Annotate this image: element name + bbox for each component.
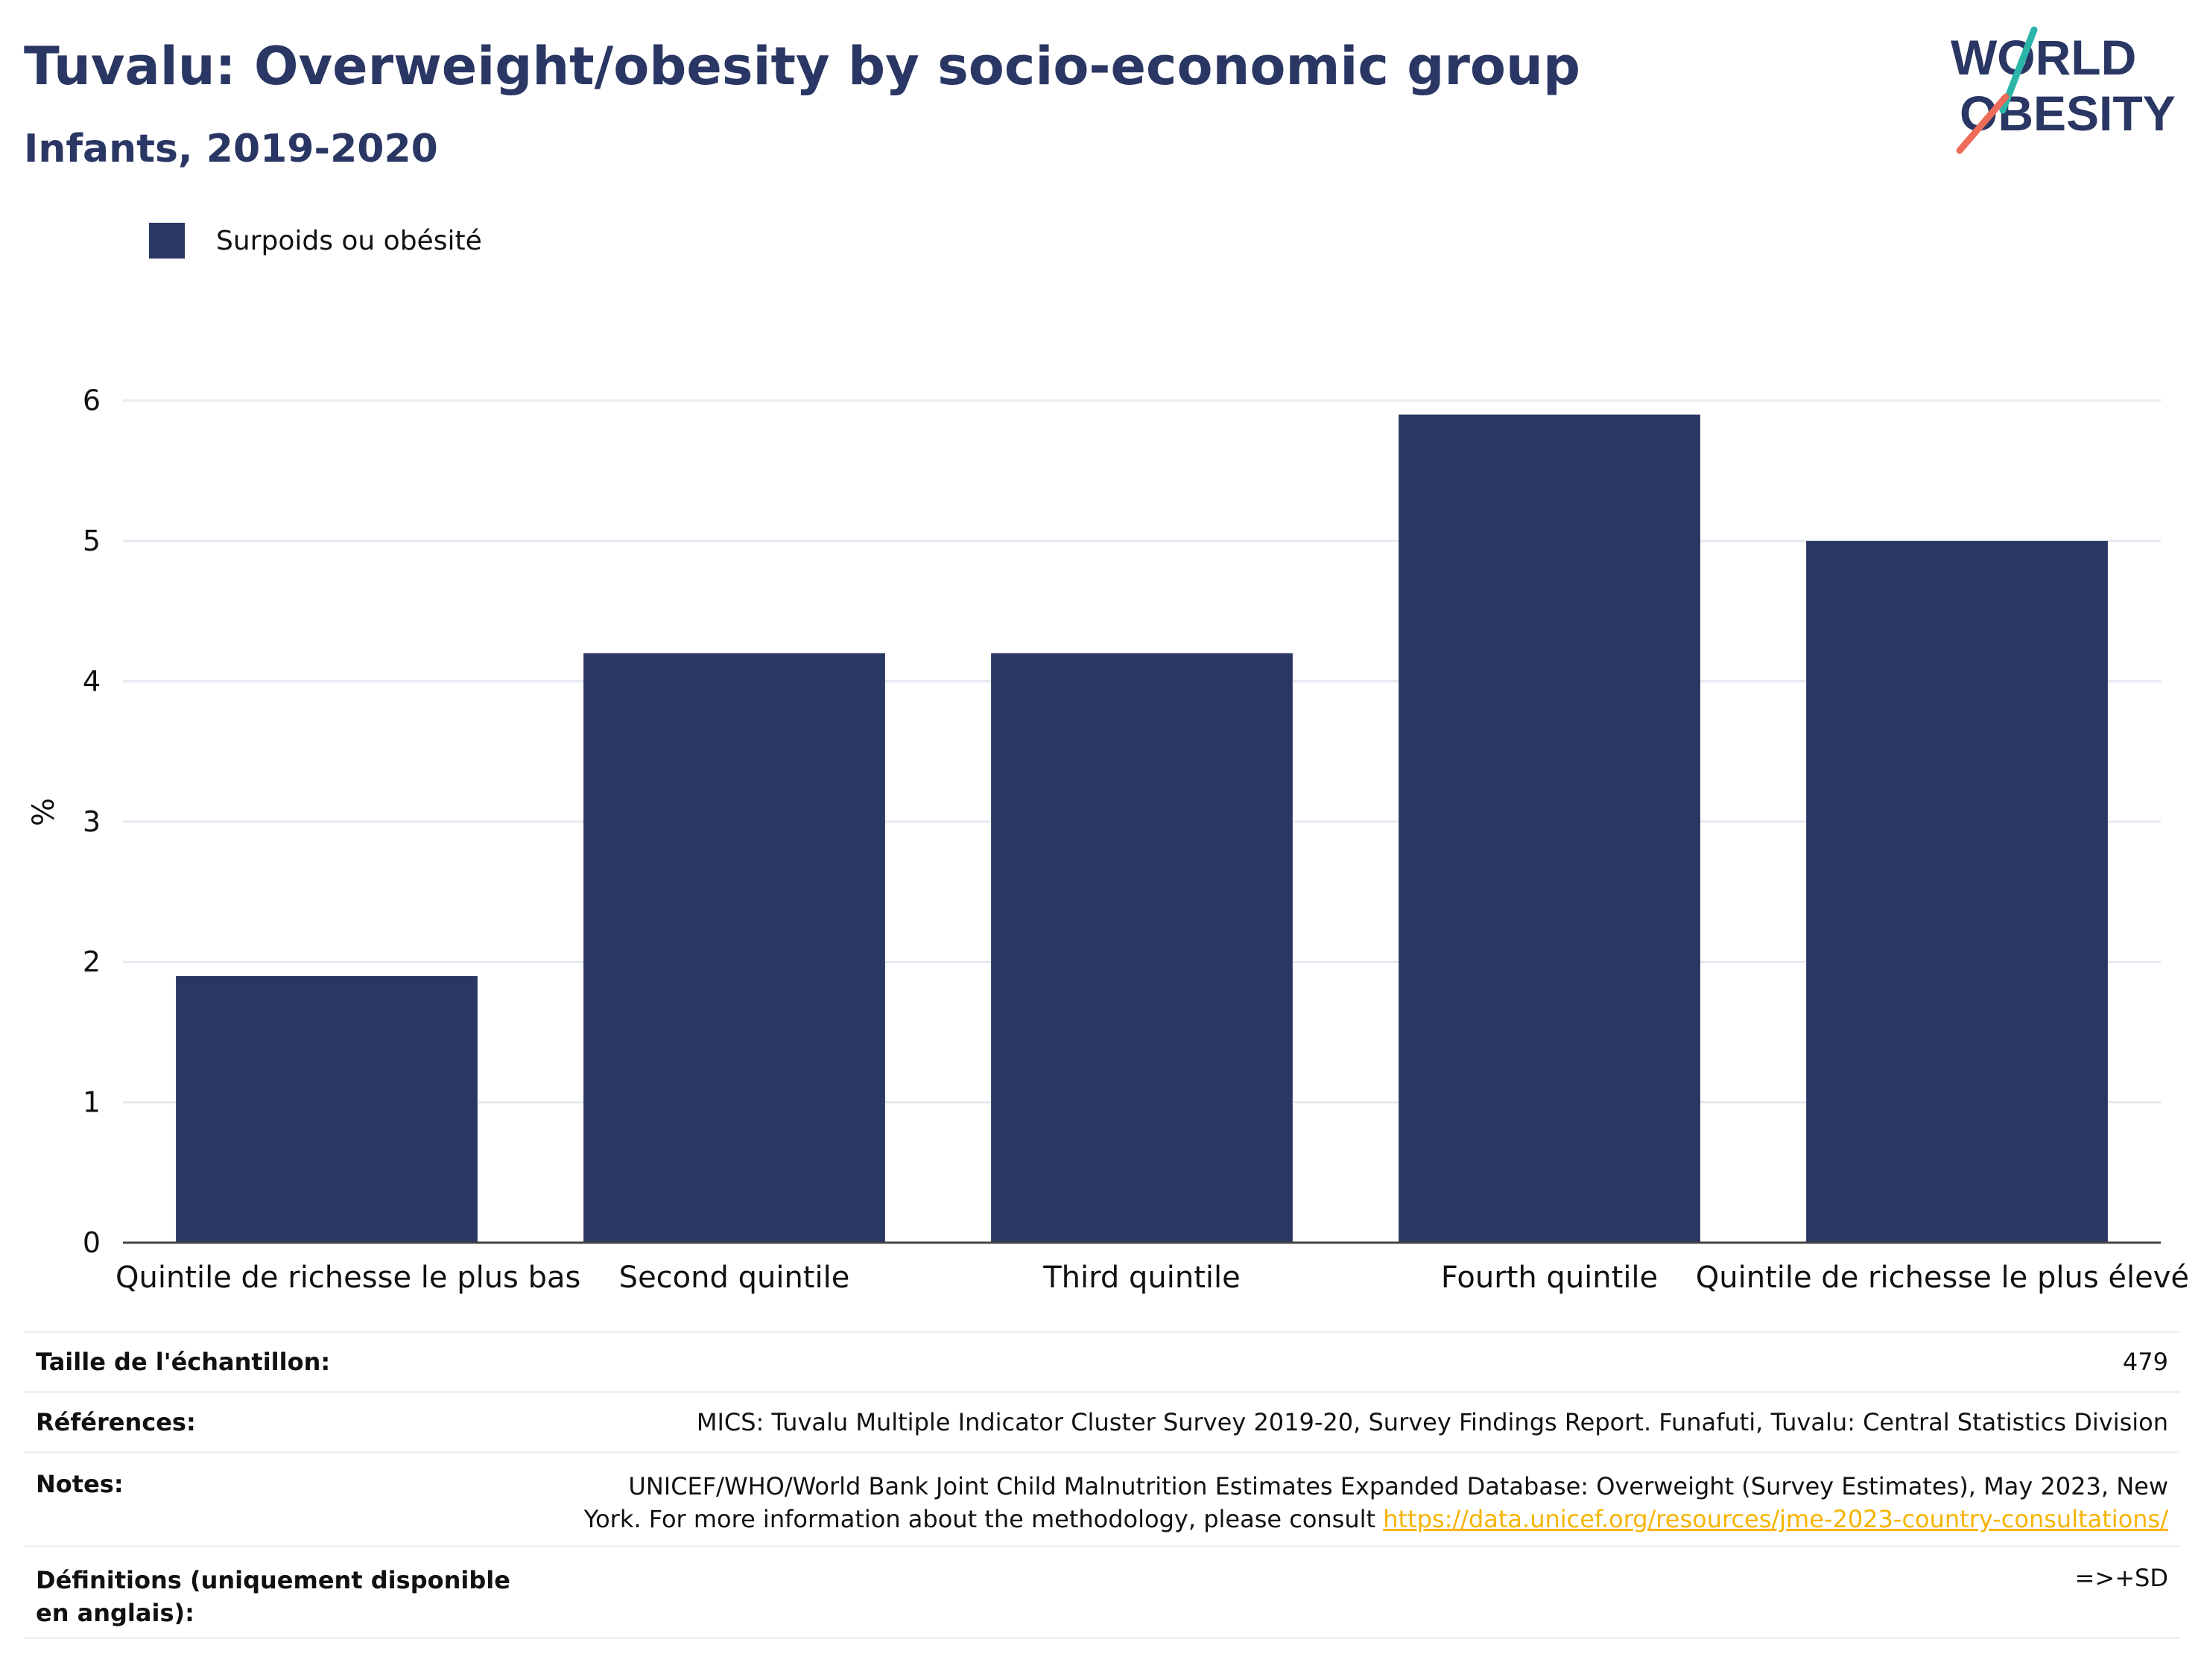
references-row: Références: MICS: Tuvalu Multiple Indica…	[24, 1391, 2180, 1451]
bar[interactable]	[176, 976, 478, 1243]
legend-swatch	[149, 223, 185, 259]
y-tick-label: 6	[83, 384, 101, 417]
info-table: Taille de l'échantillon: 479 Références:…	[24, 1331, 2180, 1639]
logo-line1: WORLD	[1951, 30, 2136, 85]
sample-size-row: Taille de l'échantillon: 479	[24, 1331, 2180, 1391]
notes-row: Notes: UNICEF/WHO/World Bank Joint Child…	[24, 1451, 2180, 1545]
bar[interactable]	[583, 653, 885, 1243]
y-tick-label: 0	[83, 1226, 101, 1259]
legend-label[interactable]: Surpoids ou obésité	[216, 225, 482, 256]
notes-line-1: UNICEF/WHO/World Bank Joint Child Malnut…	[628, 1472, 2168, 1500]
sample-size-value: 479	[2122, 1348, 2168, 1376]
page-title: Tuvalu: Overweight/obesity by socio-econ…	[24, 36, 1580, 97]
y-tick-label: 4	[83, 665, 101, 697]
notes-link[interactable]: https://data.unicef.org/resources/jme-20…	[1383, 1505, 2168, 1533]
x-tick-label: Quintile de richesse le plus bas	[115, 1261, 580, 1295]
notes-value: UNICEF/WHO/World Bank Joint Child Malnut…	[542, 1470, 2180, 1535]
bar-chart: % 0 1 2 3 4 5 6 Quintile de richesse le plus b…	[0, 328, 2204, 1311]
references-value: MICS: Tuvalu Multiple Indicator Cluster …	[696, 1408, 2168, 1436]
bar[interactable]	[1399, 414, 1700, 1243]
x-tick-label: Third quintile	[1042, 1261, 1240, 1295]
x-tick-label: Quintile de richesse le plus élevé	[1696, 1261, 2189, 1295]
sample-size-label: Taille de l'échantillon:	[36, 1348, 331, 1376]
definitions-value: =>+SD	[2074, 1564, 2168, 1592]
notes-line-2: York. For more information about the met…	[542, 1503, 2168, 1535]
y-axis-label: %	[27, 798, 61, 826]
y-tick-label: 1	[83, 1086, 101, 1119]
y-tick-label: 2	[83, 945, 101, 978]
definitions-label: Définitions (uniquement disponible en an…	[36, 1566, 510, 1627]
notes-label: Notes:	[36, 1470, 124, 1498]
bar[interactable]	[1806, 541, 2108, 1243]
notes-line-2-text: York. For more information about the met…	[583, 1505, 1384, 1533]
y-tick-label: 5	[83, 524, 101, 557]
x-tick-label: Second quintile	[619, 1261, 850, 1295]
x-tick-label: Fourth quintile	[1441, 1261, 1658, 1295]
chart-legend: Surpoids ou obésité	[149, 222, 482, 259]
world-obesity-logo: WORLD OBESITY	[1937, 22, 2191, 164]
references-label: Références:	[36, 1408, 196, 1436]
y-tick-label: 3	[83, 805, 101, 838]
page-subtitle: Infants, 2019-2020	[24, 127, 438, 171]
definitions-row: Définitions (uniquement disponible en an…	[24, 1545, 2180, 1639]
bar[interactable]	[991, 653, 1293, 1243]
